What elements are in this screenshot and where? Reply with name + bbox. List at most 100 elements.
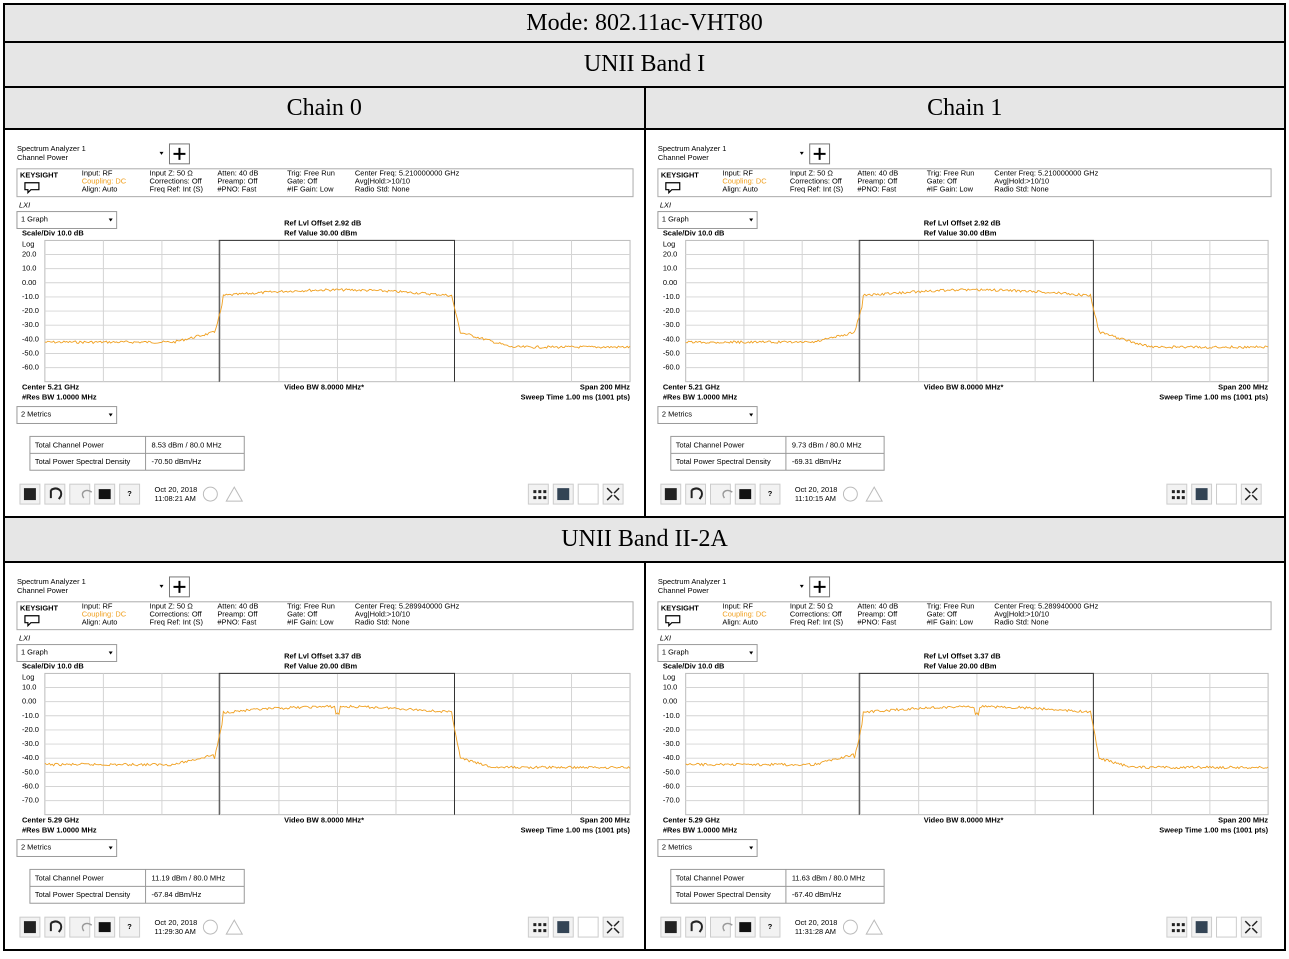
label: Input Z: 50 Ω	[150, 169, 194, 178]
label: Span 200 MHz	[1218, 816, 1268, 825]
label: -67.84 dBm/Hz	[152, 890, 202, 899]
trace	[44, 288, 631, 349]
label: -50.0	[22, 767, 39, 776]
toolbar-button	[69, 916, 91, 938]
label: Sweep Time 1.00 ms (1001 pts)	[1159, 393, 1268, 402]
label: -69.31 dBm/Hz	[791, 457, 841, 466]
label: 11:29:30 AM	[155, 927, 196, 936]
label: Input: RF	[82, 602, 113, 611]
trace	[684, 704, 1268, 770]
label: Spectrum Analyzer 1	[657, 577, 726, 586]
help-icon: ?	[127, 922, 132, 931]
label: Span 200 MHz	[1218, 383, 1268, 392]
label: LXI	[19, 201, 30, 210]
label: Corrections: Off	[150, 610, 203, 619]
dropdown-arrow	[748, 846, 753, 850]
windows-icon	[23, 488, 36, 501]
redo-icon	[721, 489, 733, 499]
undo-icon	[49, 920, 63, 933]
label: Oct 20, 2018	[155, 918, 198, 927]
channel-bracket	[858, 672, 1094, 815]
label: -70.50 dBm/Hz	[152, 457, 202, 466]
label: -40.0	[662, 753, 679, 762]
metrics-select	[16, 839, 118, 857]
label: Video BW 8.0000 MHz*	[284, 816, 364, 825]
label: Radio Std: None	[994, 185, 1049, 194]
mode-title: Mode: 802.11ac-VHT80	[3, 3, 1286, 43]
column-header: Chain 1	[643, 86, 1286, 130]
label: Channel Power	[17, 153, 69, 162]
dropdown-arrow	[108, 651, 113, 655]
label: KEYSIGHT	[20, 171, 59, 180]
label: 8.53 dBm / 80.0 MHz	[152, 440, 222, 449]
label: 10.0	[22, 683, 37, 692]
label: Avg|Hold:>10/10	[994, 177, 1049, 186]
label: Corrections: Off	[150, 177, 203, 186]
info-box	[16, 601, 634, 631]
label: #PNO: Fast	[217, 185, 257, 194]
label: Avg|Hold:>10/10	[355, 610, 410, 619]
label: -60.0	[662, 781, 679, 790]
screenshot-cell: Spectrum Analyzer 1 Channel Power KEYSIGHT…	[643, 128, 1286, 518]
toolbar-button	[602, 916, 624, 938]
metrics-lines	[670, 869, 884, 904]
chat-bubble	[202, 919, 218, 935]
label: Coupling: DC	[722, 610, 767, 619]
label: -40.0	[22, 334, 39, 343]
label: Span 200 MHz	[580, 816, 630, 825]
grid-icon	[1171, 490, 1185, 500]
label: 11:10:15 AM	[794, 494, 835, 503]
label: Align: Auto	[82, 185, 118, 194]
toolbar-button	[577, 483, 599, 505]
folder-icon	[738, 489, 751, 500]
label: 1 Graph	[661, 647, 688, 656]
chat-icon	[664, 615, 680, 628]
toolbar-button	[1165, 483, 1187, 505]
warning-icon	[225, 919, 244, 935]
dropdown-arrow	[799, 151, 804, 155]
label: Oct 20, 2018	[794, 918, 837, 927]
label: -67.40 dBm/Hz	[791, 890, 841, 899]
label: Freq Ref: Int (S)	[150, 618, 204, 627]
dropdown-arrow	[108, 846, 113, 850]
label: Avg|Hold:>10/10	[994, 610, 1049, 619]
label: Oct 20, 2018	[155, 485, 198, 494]
label: Gate: Off	[926, 610, 957, 619]
screenshot-cell: Spectrum Analyzer 1 Channel Power KEYSIGHT…	[3, 128, 646, 518]
label: Gate: Off	[287, 177, 318, 186]
label: 11.19 dBm / 80.0 MHz	[152, 873, 226, 882]
label: Align: Auto	[722, 618, 758, 627]
label: Video BW 8.0000 MHz*	[923, 383, 1003, 392]
label: -10.0	[662, 292, 679, 301]
label: Center 5.21 GHz	[662, 383, 719, 392]
chat-icon	[24, 615, 40, 628]
label: Corrections: Off	[789, 177, 842, 186]
label: -30.0	[22, 739, 39, 748]
label: 1 Graph	[21, 648, 48, 657]
label: Channel Power	[17, 586, 69, 595]
fullscreen-icon	[606, 920, 620, 934]
label: Coupling: DC	[722, 177, 767, 186]
label: -60.0	[22, 781, 39, 790]
label: Scale/Div 10.0 dB	[662, 661, 724, 670]
label: Input Z: 50 Ω	[789, 169, 833, 178]
label: -20.0	[662, 725, 679, 734]
toolbar-button	[602, 483, 624, 505]
label: Corrections: Off	[789, 610, 842, 619]
toolbar-button	[759, 483, 780, 505]
label: -50.0	[662, 767, 679, 776]
label: 1 Graph	[21, 215, 48, 224]
dropdown-arrow	[159, 584, 164, 588]
label: Ref Lvl Offset 2.92 dB	[923, 218, 1000, 227]
label: Atten: 40 dB	[857, 169, 898, 178]
label: Trig: Free Run	[926, 169, 974, 178]
label: Log	[22, 239, 34, 248]
label: Total Power Spectral Density	[675, 890, 770, 899]
label: 2 Metrics	[661, 409, 691, 418]
graph-select	[656, 211, 758, 229]
info-box	[656, 168, 1272, 198]
toolbar-button	[1165, 916, 1187, 938]
label: -30.0	[662, 320, 679, 329]
